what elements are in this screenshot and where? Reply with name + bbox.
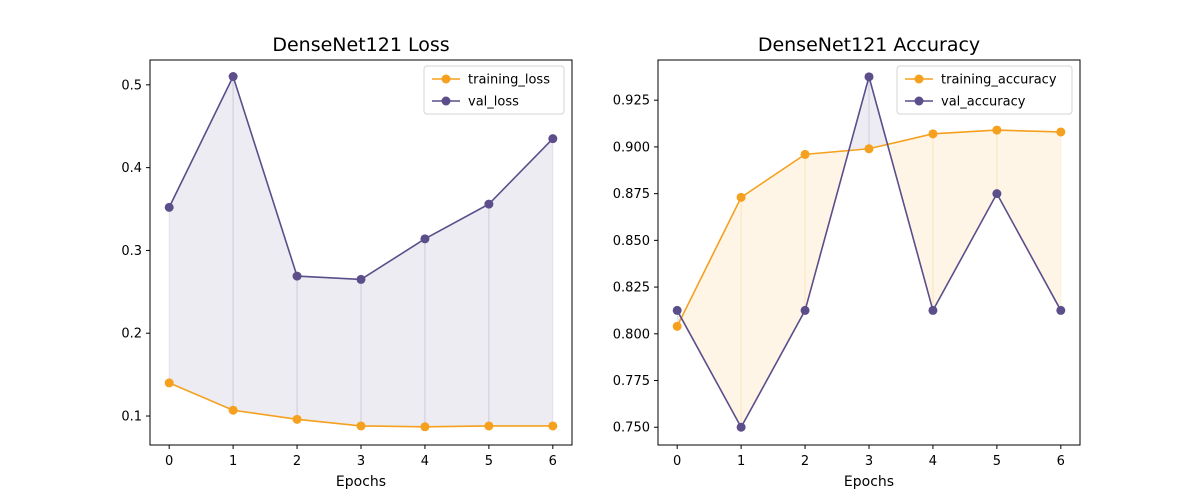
loss-y-tick-label: 0.4 [121,161,142,176]
accuracy-data-point-val_accuracy [800,305,810,315]
accuracy-data-point-val_accuracy [736,422,746,432]
accuracy-chart: DenseNet121 Accuracy 0 1 2 3 4 5 6 0.750 0.775 0.… [613,34,1081,490]
accuracy-y-tick-label: 0.925 [613,94,650,109]
loss-y-tick-label: 0.3 [121,244,142,259]
loss-chart-title: DenseNet121 Loss [272,34,449,56]
accuracy-y-tick-label: 0.875 [613,187,650,202]
loss-x-tick-label: 0 [165,454,173,469]
accuracy-data-point-training_accuracy [864,144,874,154]
accuracy-legend-label-val_accuracy: val_accuracy [941,95,1026,110]
loss-x-tick-label: 3 [357,454,365,469]
accuracy-fill-region [740,153,806,428]
accuracy-y-tick-label: 0.775 [613,374,650,389]
loss-data-point-training_loss [548,421,558,431]
accuracy-legend-marker-val_accuracy [914,96,924,106]
loss-legend-marker-val_loss [441,96,451,106]
accuracy-legend-marker-training_accuracy [914,74,924,84]
loss-x-tick-label: 4 [421,454,429,469]
loss-data-point-val_loss [164,202,174,212]
accuracy-x-tick-label: 5 [993,454,1001,469]
loss-data-point-val_loss [356,274,366,284]
accuracy-y-tick-label: 0.800 [613,327,650,342]
loss-data-point-training_loss [164,378,174,388]
loss-fill-region [296,275,362,427]
accuracy-legend-label-training_accuracy: training_accuracy [941,73,1057,88]
loss-fill-region [360,237,426,428]
accuracy-fill-region [932,129,998,311]
loss-fill-region [168,76,234,411]
accuracy-y-tick-label: 0.750 [613,421,650,436]
loss-x-tick-label: 2 [293,454,301,469]
accuracy-data-point-val_accuracy [672,305,682,315]
loss-data-point-training_loss [484,421,494,431]
accuracy-y-tick-label: 0.825 [613,281,650,296]
accuracy-x-tick-label: 2 [801,454,809,469]
loss-data-point-val_loss [292,271,302,281]
accuracy-data-point-val_accuracy [1056,305,1066,315]
loss-data-point-training_loss [292,414,302,424]
loss-chart: DenseNet121 Loss 0 1 2 3 4 5 6 0.1 0.2 0.3 0.4 0.5 t… [121,34,573,490]
loss-x-tick-label: 6 [549,454,557,469]
loss-y-tick-label: 0.5 [121,78,142,93]
loss-y-tick-label: 0.2 [121,327,142,342]
loss-x-tick-label: 5 [485,454,493,469]
accuracy-x-tick-label: 1 [737,454,745,469]
accuracy-data-point-val_accuracy [992,189,1002,199]
accuracy-data-point-training_accuracy [1056,127,1066,137]
loss-legend-box [423,65,565,115]
loss-fill-region [424,203,490,428]
loss-data-point-val_loss [548,134,558,144]
accuracy-fill-region [680,197,742,428]
accuracy-legend-box [896,65,1073,115]
loss-data-point-val_loss [228,72,238,82]
loss-legend-label-training_loss: training_loss [468,73,550,88]
accuracy-data-point-training_accuracy [800,149,810,159]
accuracy-x-tick-label: 0 [673,454,681,469]
loss-data-point-training_loss [420,422,430,432]
loss-x-axis-label: Epochs [336,474,386,490]
accuracy-data-point-training_accuracy [928,129,938,139]
loss-data-point-training_loss [228,405,238,415]
accuracy-data-point-val_accuracy [864,72,874,82]
accuracy-data-point-training_accuracy [992,125,1002,135]
accuracy-data-point-training_accuracy [736,192,746,202]
loss-data-point-val_loss [420,234,430,244]
loss-plot-area: 0 1 2 3 4 5 6 0.1 0.2 0.3 0.4 0.5 training_loss val_l… [121,59,573,469]
accuracy-fill-region [996,129,1062,311]
accuracy-x-axis-label: Epochs [844,474,894,490]
accuracy-x-tick-label: 6 [1057,454,1065,469]
accuracy-x-tick-label: 4 [929,454,937,469]
accuracy-y-tick-label: 0.900 [613,140,650,155]
accuracy-plot-area: 0 1 2 3 4 5 6 0.750 0.775 0.800 0.825 0.850 0.875 0.9… [613,59,1081,469]
accuracy-y-tick-label: 0.850 [613,234,650,249]
accuracy-chart-title: DenseNet121 Accuracy [758,34,980,56]
loss-x-tick-label: 1 [229,454,237,469]
loss-fill-region [488,137,554,427]
loss-y-tick-label: 0.1 [121,410,142,425]
loss-data-point-training_loss [356,421,366,431]
loss-legend-marker-training_loss [441,74,451,84]
loss-data-point-val_loss [484,199,494,209]
accuracy-data-point-val_accuracy [928,305,938,315]
accuracy-x-tick-label: 3 [865,454,873,469]
accuracy-data-point-training_accuracy [672,321,682,331]
loss-legend-label-val_loss: val_loss [468,95,519,110]
